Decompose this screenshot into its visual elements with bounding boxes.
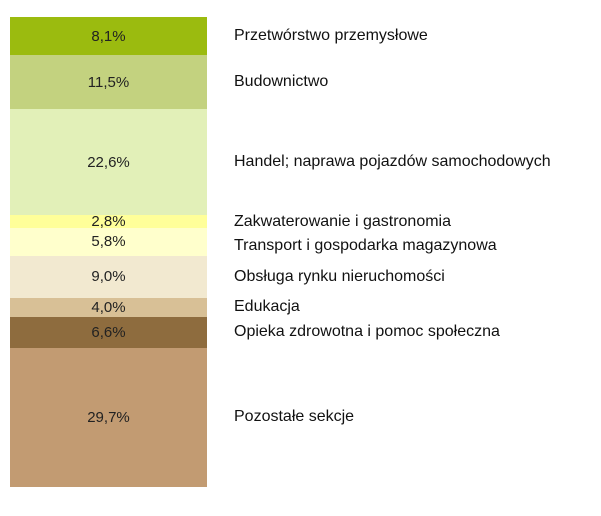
bar-segment: 5,8% [10, 228, 207, 256]
legend-label: Zakwaterowanie i gastronomia [234, 212, 451, 230]
bar-segment: 22,6% [10, 109, 207, 216]
value-label: 29,7% [87, 408, 130, 426]
value-label: 8,1% [91, 27, 126, 45]
value-label: 22,6% [87, 153, 130, 171]
value-label: 6,6% [91, 323, 126, 341]
value-label: 4,0% [91, 298, 126, 316]
bar-segment: 9,0% [10, 255, 207, 298]
bar-segment: 8,1% [10, 17, 207, 56]
legend-label: Opieka zdrowotna i pomoc społeczna [234, 323, 500, 341]
legend-label: Obsługa rynku nieruchomości [234, 267, 445, 285]
bar-segment: 29,7% [10, 347, 207, 487]
value-label: 2,8% [91, 213, 126, 231]
value-label: 11,5% [87, 73, 130, 91]
bar-segment: 6,6% [10, 316, 207, 348]
legend-label: Przetwórstwo przemysłowe [234, 27, 428, 45]
legend-label: Handel; naprawa pojazdów samochodowych [234, 153, 551, 171]
value-label: 5,8% [91, 233, 126, 251]
bar-segment: 11,5% [10, 55, 207, 110]
bar-segment: 2,8% [10, 213, 207, 231]
legend-label: Budownictwo [234, 73, 329, 91]
legend-label: Pozostałe sekcje [234, 408, 355, 426]
value-label: 9,0% [91, 268, 126, 286]
legend-label: Transport i gospodarka magazynowa [234, 236, 497, 254]
bar-segment: 4,0% [10, 297, 207, 317]
legend-label: Edukacja [234, 298, 300, 316]
